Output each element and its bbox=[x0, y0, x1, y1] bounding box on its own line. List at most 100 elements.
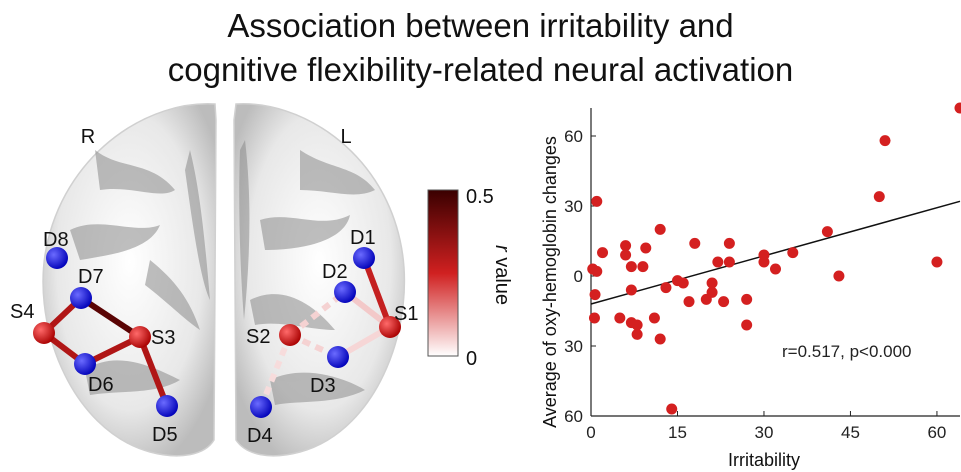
scatter-points bbox=[587, 102, 961, 415]
label-d7: D7 bbox=[78, 266, 104, 288]
label-d1: D1 bbox=[350, 227, 376, 249]
scatter-point bbox=[648, 312, 660, 324]
scatter-point bbox=[654, 223, 666, 235]
correlation-annotation: r=0.517, p<0.000 bbox=[782, 342, 912, 361]
scatter-plot: 60 30 0 30 60 0 15 30 45 60 Irritability Average… bbox=[540, 102, 961, 470]
label-d5: D5 bbox=[152, 424, 178, 446]
chart-title-line2: cognitive flexibility-related neural act… bbox=[167, 51, 794, 88]
scatter-point bbox=[588, 312, 600, 324]
scatter-point bbox=[718, 296, 730, 308]
scatter-point bbox=[706, 286, 718, 298]
y-ticks: 60 30 0 30 60 bbox=[564, 127, 596, 426]
plot-axes bbox=[590, 108, 960, 417]
x-axis-label: Irritability bbox=[728, 450, 800, 470]
scatter-point bbox=[833, 270, 845, 282]
scatter-point bbox=[873, 191, 885, 203]
source-s4 bbox=[33, 322, 55, 344]
scatter-point bbox=[712, 256, 724, 268]
label-s1: S1 bbox=[394, 303, 418, 325]
brain-render: R L bbox=[10, 103, 418, 457]
y-tick-label: 60 bbox=[564, 127, 583, 146]
scatter-point bbox=[620, 249, 632, 261]
channel-s2-d2 bbox=[288, 289, 347, 338]
detector-d8 bbox=[46, 247, 68, 269]
scatter-point bbox=[758, 256, 770, 268]
y-axis-label: Average of oxy-hemoglobin changes bbox=[540, 136, 560, 428]
colorbar-gradient bbox=[427, 189, 459, 357]
scatter-point bbox=[741, 319, 753, 331]
scatter-point bbox=[677, 277, 689, 289]
label-d3: D3 bbox=[310, 375, 336, 397]
optode-labels: S1 S2 S3 S4 D1 D2 D3 D4 D5 D6 D7 D8 bbox=[10, 227, 418, 447]
colorbar-min-label: 0 bbox=[466, 348, 477, 370]
channel-s3-d7 bbox=[79, 295, 142, 340]
detector-d6 bbox=[74, 353, 96, 375]
regression-line bbox=[590, 200, 961, 305]
detector-d1 bbox=[353, 247, 375, 269]
colorbar: 0.5 0 r value bbox=[427, 186, 513, 370]
chart-title-line1: Association between irritability and bbox=[227, 7, 734, 44]
colorbar-title: r value bbox=[491, 245, 513, 305]
x-tick-label: 0 bbox=[586, 423, 595, 442]
scatter-point bbox=[879, 135, 891, 147]
scatter-point bbox=[821, 226, 833, 238]
scatter-point bbox=[654, 333, 666, 345]
scatter-point bbox=[770, 263, 781, 275]
scatter-point bbox=[954, 102, 961, 114]
x-tick-label: 30 bbox=[755, 423, 774, 442]
label-d8: D8 bbox=[43, 229, 69, 251]
scatter-point bbox=[723, 237, 735, 249]
scatter-point bbox=[706, 277, 718, 289]
detector-d2 bbox=[334, 281, 356, 303]
label-d2: D2 bbox=[322, 261, 348, 283]
x-tick-label: 60 bbox=[927, 423, 946, 442]
y-tick-label: 30 bbox=[564, 337, 583, 356]
y-tick-label: 30 bbox=[564, 197, 583, 216]
scatter-point bbox=[614, 312, 626, 324]
scatter-point bbox=[787, 247, 799, 259]
colorbar-max-label: 0.5 bbox=[466, 186, 494, 208]
source-s1 bbox=[379, 316, 401, 338]
scatter-point bbox=[741, 293, 753, 305]
scatter-point bbox=[591, 195, 603, 207]
detector-d7 bbox=[70, 287, 92, 309]
scatter-point bbox=[589, 289, 601, 301]
scatter-point bbox=[683, 296, 695, 308]
detector-d5 bbox=[156, 395, 178, 417]
label-d6: D6 bbox=[88, 374, 114, 396]
y-tick-label: 60 bbox=[564, 407, 583, 426]
label-s4: S4 bbox=[10, 301, 34, 323]
detector-d4 bbox=[250, 396, 272, 418]
scatter-point bbox=[591, 265, 603, 277]
y-tick-label: 0 bbox=[574, 267, 583, 286]
scatter-point bbox=[620, 240, 632, 252]
scatter-point bbox=[689, 237, 701, 249]
detector-d3 bbox=[327, 346, 349, 368]
x-tick-label: 15 bbox=[668, 423, 687, 442]
scatter-point bbox=[625, 284, 637, 296]
scatter-point bbox=[640, 242, 652, 254]
channel-s3-d5 bbox=[137, 335, 170, 408]
scatter-point bbox=[637, 261, 649, 273]
brain-sulci bbox=[70, 140, 375, 405]
channel-s1-d1 bbox=[361, 256, 393, 329]
scatter-point bbox=[631, 328, 643, 340]
label-d4: D4 bbox=[247, 425, 273, 447]
hemisphere-right-label: R bbox=[81, 126, 95, 148]
source-s2 bbox=[279, 324, 301, 346]
x-ticks: 0 15 30 45 60 bbox=[586, 411, 946, 442]
scatter-point bbox=[660, 282, 672, 294]
scatter-point bbox=[625, 317, 637, 329]
x-tick-label: 45 bbox=[841, 423, 860, 442]
scatter-point bbox=[625, 261, 637, 273]
hemisphere-left-label: L bbox=[340, 126, 351, 148]
scatter-point bbox=[931, 256, 943, 268]
scatter-point bbox=[723, 256, 735, 268]
scatter-point bbox=[666, 403, 678, 415]
label-s3: S3 bbox=[151, 327, 175, 349]
label-s2: S2 bbox=[246, 326, 270, 348]
optodes bbox=[33, 247, 401, 418]
scatter-point bbox=[597, 247, 609, 259]
source-s3 bbox=[129, 326, 151, 348]
